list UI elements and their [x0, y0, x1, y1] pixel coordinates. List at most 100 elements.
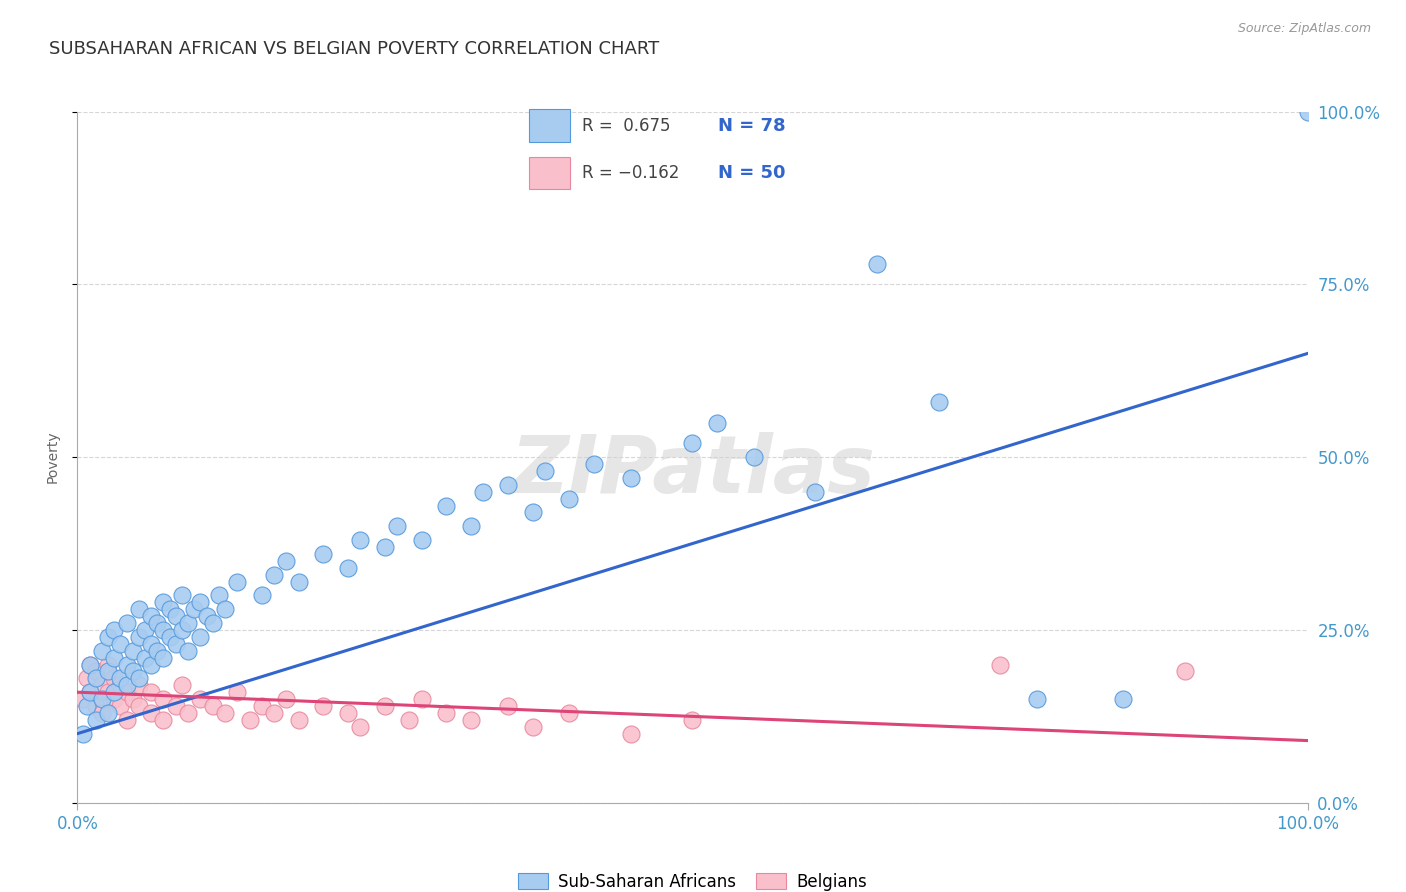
Point [1112, 692, 1135, 706]
Point [152, 713, 174, 727]
Point [804, 484, 827, 499]
Point [79, 685, 101, 699]
Point [208, 589, 231, 603]
Point [76, 699, 98, 714]
Point [79, 657, 101, 672]
Point [250, 699, 273, 714]
Point [141, 609, 163, 624]
Text: N = 50: N = 50 [718, 164, 786, 182]
Point [214, 706, 236, 720]
Point [110, 637, 132, 651]
Point [1296, 104, 1319, 119]
Point [165, 637, 187, 651]
Point [115, 657, 138, 672]
Point [165, 609, 187, 624]
Point [128, 672, 150, 686]
Point [177, 615, 200, 630]
Point [115, 713, 138, 727]
FancyBboxPatch shape [530, 157, 569, 189]
Point [97, 665, 120, 679]
Point [190, 595, 212, 609]
Point [90, 678, 114, 692]
Point [170, 678, 193, 692]
Point [76, 672, 98, 686]
Point [152, 650, 174, 665]
Text: R =  0.675: R = 0.675 [582, 117, 671, 135]
Point [159, 630, 181, 644]
Point [239, 713, 262, 727]
Point [110, 678, 132, 692]
Point [288, 574, 311, 589]
Point [141, 706, 163, 720]
Point [201, 615, 224, 630]
Point [706, 416, 728, 430]
Point [90, 706, 114, 720]
Point [84, 672, 107, 686]
Point [558, 706, 581, 720]
Point [866, 257, 889, 271]
Point [472, 484, 495, 499]
Point [1026, 692, 1049, 706]
Point [583, 457, 606, 471]
Point [110, 699, 132, 714]
Point [84, 665, 107, 679]
Point [110, 672, 132, 686]
Point [165, 699, 187, 714]
Point [190, 630, 212, 644]
Point [128, 678, 150, 692]
Point [159, 602, 181, 616]
Point [620, 471, 643, 485]
Point [374, 699, 396, 714]
Point [97, 685, 120, 699]
Point [103, 650, 125, 665]
Point [103, 692, 125, 706]
Point [134, 623, 156, 637]
Point [682, 436, 704, 450]
Point [128, 699, 150, 714]
Point [170, 589, 193, 603]
Point [263, 706, 285, 720]
Point [620, 726, 643, 740]
Text: ZIPatlas: ZIPatlas [510, 432, 875, 510]
Point [146, 644, 169, 658]
Point [1174, 665, 1197, 679]
Point [522, 505, 544, 519]
Point [141, 657, 163, 672]
Point [146, 615, 169, 630]
Point [398, 713, 420, 727]
Point [128, 602, 150, 616]
Point [411, 533, 433, 548]
Point [128, 630, 150, 644]
Point [682, 713, 704, 727]
Point [79, 657, 101, 672]
Point [103, 672, 125, 686]
Point [263, 567, 285, 582]
Point [436, 706, 458, 720]
Point [97, 706, 120, 720]
Y-axis label: Poverty: Poverty [45, 431, 59, 483]
FancyBboxPatch shape [530, 110, 569, 142]
Point [312, 699, 335, 714]
Point [337, 561, 360, 575]
Point [97, 630, 120, 644]
Point [84, 713, 107, 727]
Point [534, 464, 557, 478]
Point [177, 644, 200, 658]
Point [170, 623, 193, 637]
Point [496, 478, 519, 492]
Point [460, 519, 482, 533]
Point [250, 589, 273, 603]
Point [276, 554, 298, 568]
Point [460, 713, 482, 727]
Point [387, 519, 409, 533]
Legend: Sub-Saharan Africans, Belgians: Sub-Saharan Africans, Belgians [512, 866, 873, 892]
Point [742, 450, 765, 465]
Point [226, 685, 249, 699]
Point [152, 692, 174, 706]
Point [349, 720, 371, 734]
Point [928, 395, 950, 409]
Point [183, 602, 205, 616]
Text: N = 78: N = 78 [718, 117, 786, 135]
Point [152, 623, 174, 637]
Point [79, 685, 101, 699]
